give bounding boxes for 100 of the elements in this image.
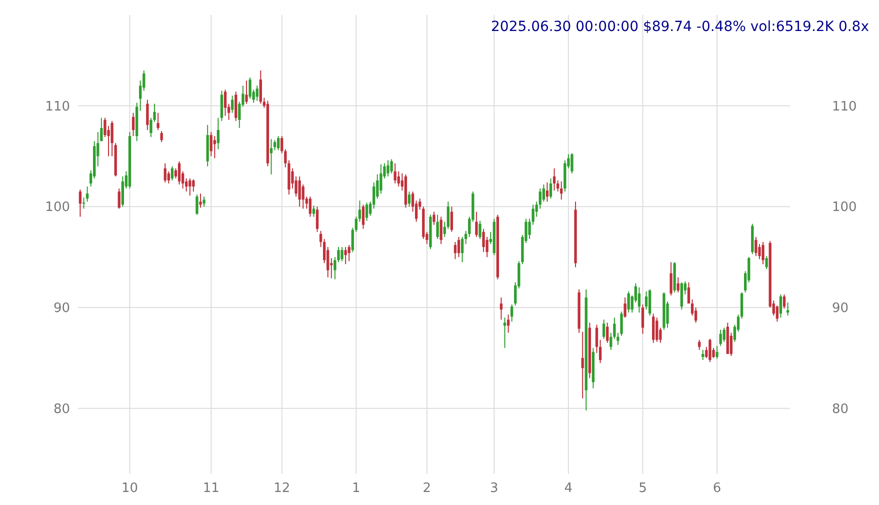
- candlestick: [380, 164, 382, 194]
- candlestick: [702, 349, 704, 361]
- y-tick-label: 100: [45, 200, 70, 216]
- candlestick: [719, 329, 722, 346]
- candlestick: [344, 246, 347, 265]
- candlestick: [708, 338, 712, 363]
- candlestick: [248, 77, 252, 100]
- candlestick: [220, 90, 224, 122]
- candlestick: [302, 184, 304, 210]
- candlestick: [581, 331, 584, 399]
- x-tick-label: 10: [121, 481, 138, 496]
- x-tick-label: 5: [638, 481, 647, 496]
- candlestick: [500, 296, 503, 320]
- candlestick: [670, 262, 672, 296]
- candlestick: [506, 314, 510, 334]
- candlestick: [602, 319, 606, 340]
- candlestick: [538, 188, 542, 210]
- candlestick: [160, 130, 163, 143]
- candlestick: [475, 211, 478, 238]
- candlestick: [687, 282, 690, 304]
- x-tick-label: 12: [274, 481, 290, 496]
- y2-tick-label: 80: [832, 402, 849, 417]
- candlestick: [202, 196, 206, 208]
- candlestick: [82, 197, 86, 210]
- candlestick: [199, 193, 202, 208]
- x-tick-label: 6: [712, 481, 722, 496]
- y-tick-label: 80: [53, 402, 70, 417]
- candlestick: [644, 290, 648, 310]
- candlestick: [552, 168, 556, 192]
- candlestick: [164, 162, 166, 183]
- candlestick: [641, 304, 644, 334]
- x-tick-label: 4: [564, 481, 573, 496]
- candlestick: [270, 138, 273, 175]
- candlestick: [546, 182, 549, 202]
- candlestick: [432, 211, 436, 226]
- y2-tick-label: 110: [832, 99, 857, 114]
- candlestick: [390, 158, 393, 174]
- candlestick: [722, 327, 726, 342]
- candlestick: [782, 294, 786, 310]
- x-tick-label: 3: [490, 481, 498, 496]
- candlestick: [627, 290, 630, 314]
- candlestick: [213, 136, 216, 159]
- candlestick: [595, 324, 598, 354]
- candlestick: [503, 317, 506, 348]
- candlestick: [457, 236, 460, 258]
- candlestick: [690, 298, 694, 316]
- y2-tick-label: 90: [832, 301, 849, 316]
- candlestick: [210, 132, 212, 157]
- candlestick: [224, 89, 227, 116]
- candlestick: [656, 317, 658, 342]
- candlestick: [256, 85, 258, 102]
- candlestick: [216, 117, 220, 150]
- candlestick: [408, 191, 411, 208]
- candlestick: [362, 204, 365, 230]
- candlestick: [397, 170, 400, 187]
- candlestick: [86, 186, 89, 202]
- candlestick: [312, 205, 316, 218]
- candlestick: [308, 196, 312, 218]
- candlestick: [560, 180, 563, 200]
- candlestick: [259, 70, 262, 104]
- candlestick: [652, 313, 655, 344]
- candlestick: [762, 241, 764, 265]
- candlestick: [298, 176, 301, 208]
- candlestick: [277, 136, 280, 151]
- candlestick: [776, 305, 778, 322]
- candlestick: [510, 304, 514, 322]
- candlestick: [386, 160, 390, 177]
- y-tick-label: 90: [53, 301, 70, 316]
- candlestick: [348, 244, 350, 262]
- candlestick: [234, 91, 238, 122]
- candlestick: [192, 178, 195, 192]
- candlestick: [638, 286, 641, 314]
- candlestick: [478, 220, 482, 240]
- candlestick: [624, 296, 626, 318]
- x-tick-label: 2: [422, 481, 432, 496]
- candlestick: [779, 294, 782, 318]
- candlestick: [178, 160, 181, 185]
- candlestick: [454, 241, 457, 260]
- candlestick: [78, 189, 82, 218]
- candlestick: [174, 168, 178, 179]
- candlestick: [460, 236, 464, 263]
- chart-title: 2025.06.30 00:00:00 $89.74 -0.48% vol:6519.2K 0.8x: [491, 19, 869, 35]
- candlestick: [698, 339, 701, 350]
- candlestick: [716, 345, 718, 360]
- candlestick: [542, 184, 545, 202]
- candlestick: [340, 246, 344, 262]
- candlestick: [598, 339, 602, 364]
- candlestick: [231, 95, 234, 114]
- candlestick: [110, 120, 114, 157]
- candlestick: [436, 214, 439, 240]
- candlestick: [450, 206, 454, 232]
- candlestick: [245, 80, 248, 104]
- candlestick: [170, 166, 174, 181]
- candlestick: [676, 276, 680, 293]
- candlestick: [786, 302, 790, 316]
- candlestick: [121, 176, 124, 208]
- y2-tick-label: 100: [832, 200, 857, 216]
- candlestick: [132, 112, 135, 137]
- x-tick-label: 1: [352, 481, 360, 496]
- y-tick-label: 110: [45, 99, 70, 114]
